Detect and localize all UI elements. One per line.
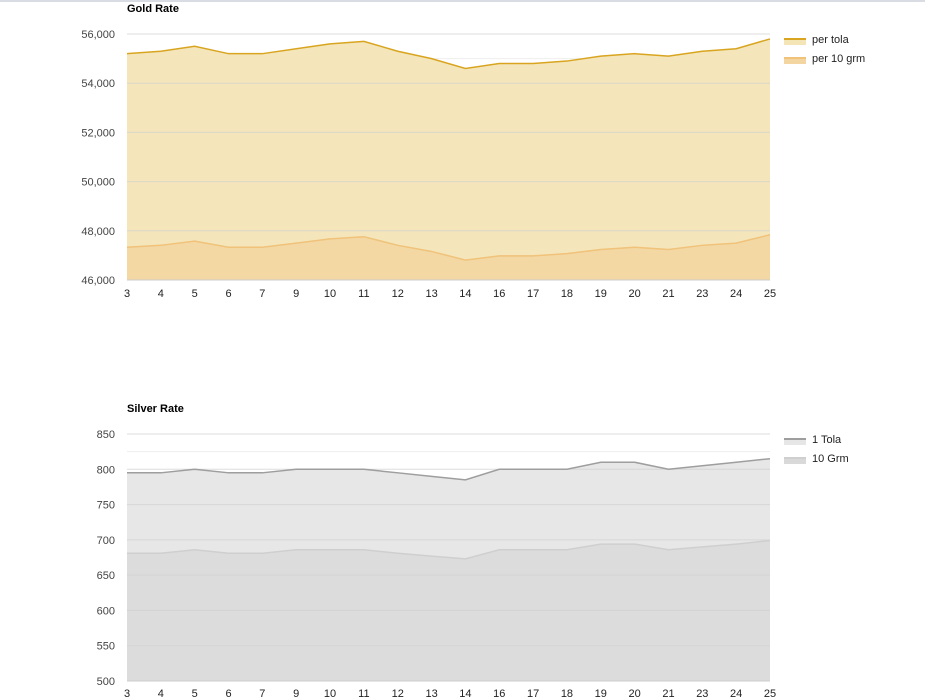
x-tick-label: 4 <box>158 688 164 700</box>
legend-label: per tola <box>812 34 850 46</box>
x-tick-label: 3 <box>124 688 130 700</box>
gold-rate-chart: Gold Rate 46,000 48,000 50,000 52,000 54,000 5… <box>0 0 925 310</box>
top-border <box>0 0 925 2</box>
series-area-0 <box>127 38 770 280</box>
legend-label: 1 Tola <box>812 434 842 446</box>
x-tick-label: 12 <box>392 688 404 700</box>
legend-swatch <box>784 58 806 64</box>
x-tick-label: 11 <box>358 288 369 300</box>
x-tick-label: 10 <box>324 688 336 700</box>
x-tick-label: 18 <box>561 688 573 700</box>
chart-title: Silver Rate <box>127 403 184 415</box>
x-tick-label: 6 <box>225 688 231 700</box>
y-tick-label: 52,000 <box>81 127 115 139</box>
y-tick-label: 850 <box>97 429 115 441</box>
x-tick-label: 11 <box>358 688 369 700</box>
x-tick-label: 23 <box>696 288 708 300</box>
x-tick-label: 16 <box>493 288 505 300</box>
y-tick-label: 54,000 <box>81 78 115 90</box>
x-tick-label: 18 <box>561 288 573 300</box>
y-tick-label: 50,000 <box>81 177 115 189</box>
legend-swatch <box>784 458 806 464</box>
x-tick-label: 16 <box>493 688 505 700</box>
x-tick-label: 19 <box>595 688 607 700</box>
x-tick-label: 21 <box>662 288 674 300</box>
series-line-0 <box>126 38 771 70</box>
x-tick-label: 25 <box>764 688 776 700</box>
x-tick-label: 24 <box>730 688 742 700</box>
x-tick-label: 20 <box>629 688 641 700</box>
y-tick-label: 700 <box>97 535 115 547</box>
x-tick-label: 3 <box>124 288 130 300</box>
y-tick-label: 750 <box>97 500 115 512</box>
x-tick-label: 25 <box>764 288 776 300</box>
x-tick-label: 13 <box>425 288 437 300</box>
y-tick-label: 550 <box>97 641 115 653</box>
chart-title: Gold Rate <box>127 3 179 15</box>
x-tick-label: 17 <box>527 688 539 700</box>
x-tick-label: 7 <box>259 288 265 300</box>
x-tick-label: 13 <box>425 688 437 700</box>
series-line-1 <box>126 234 771 261</box>
x-tick-label: 10 <box>324 288 336 300</box>
x-tick-label: 9 <box>293 288 299 300</box>
series-group <box>127 38 770 280</box>
y-tick-label: 600 <box>97 605 115 617</box>
x-tick-label: 6 <box>225 288 231 300</box>
x-tick-label: 7 <box>259 688 265 700</box>
y-tick-label: 650 <box>97 570 115 582</box>
x-tick-label: 4 <box>158 288 164 300</box>
y-tick-label: 46,000 <box>81 275 115 287</box>
series-line-1 <box>127 539 771 560</box>
series-line-0 <box>127 457 771 481</box>
legend-item[interactable]: 10 Grm <box>784 453 849 465</box>
x-tick-label: 17 <box>527 288 539 300</box>
legend-label: 10 Grm <box>812 453 849 465</box>
legend-item[interactable]: per 10 grm <box>784 53 865 65</box>
x-tick-label: 12 <box>392 288 404 300</box>
legend-item[interactable]: per tola <box>784 34 850 46</box>
legend-item[interactable]: 1 Tola <box>784 434 842 446</box>
series-group <box>127 458 770 681</box>
x-tick-label: 20 <box>629 288 641 300</box>
x-tick-label: 14 <box>459 688 471 700</box>
y-tick-label: 56,000 <box>81 29 115 41</box>
x-tick-label: 19 <box>595 288 607 300</box>
x-tick-label: 23 <box>696 688 708 700</box>
x-tick-label: 14 <box>459 288 471 300</box>
x-tick-label: 5 <box>192 688 198 700</box>
legend-label: per 10 grm <box>812 53 865 65</box>
x-tick-label: 21 <box>662 688 674 700</box>
silver-rate-chart: Silver Rate 500 550 600 650 700 750 800 850 3 4 5 6 7… <box>0 398 925 700</box>
legend-swatch <box>784 39 806 45</box>
silver-chart-svg: Silver Rate 500 550 600 650 700 750 800 850 3 4 5 6 7… <box>97 403 849 700</box>
x-tick-label: 5 <box>192 288 198 300</box>
x-tick-label: 24 <box>730 288 742 300</box>
y-tick-label: 48,000 <box>81 226 115 238</box>
legend-swatch <box>784 439 806 445</box>
gold-chart-svg: Gold Rate 46,000 48,000 50,000 52,000 54,000 5… <box>81 3 865 300</box>
x-tick-label: 9 <box>293 688 299 700</box>
y-tick-label: 500 <box>97 676 115 688</box>
y-tick-label: 800 <box>97 464 115 476</box>
series-area-1 <box>127 234 770 280</box>
